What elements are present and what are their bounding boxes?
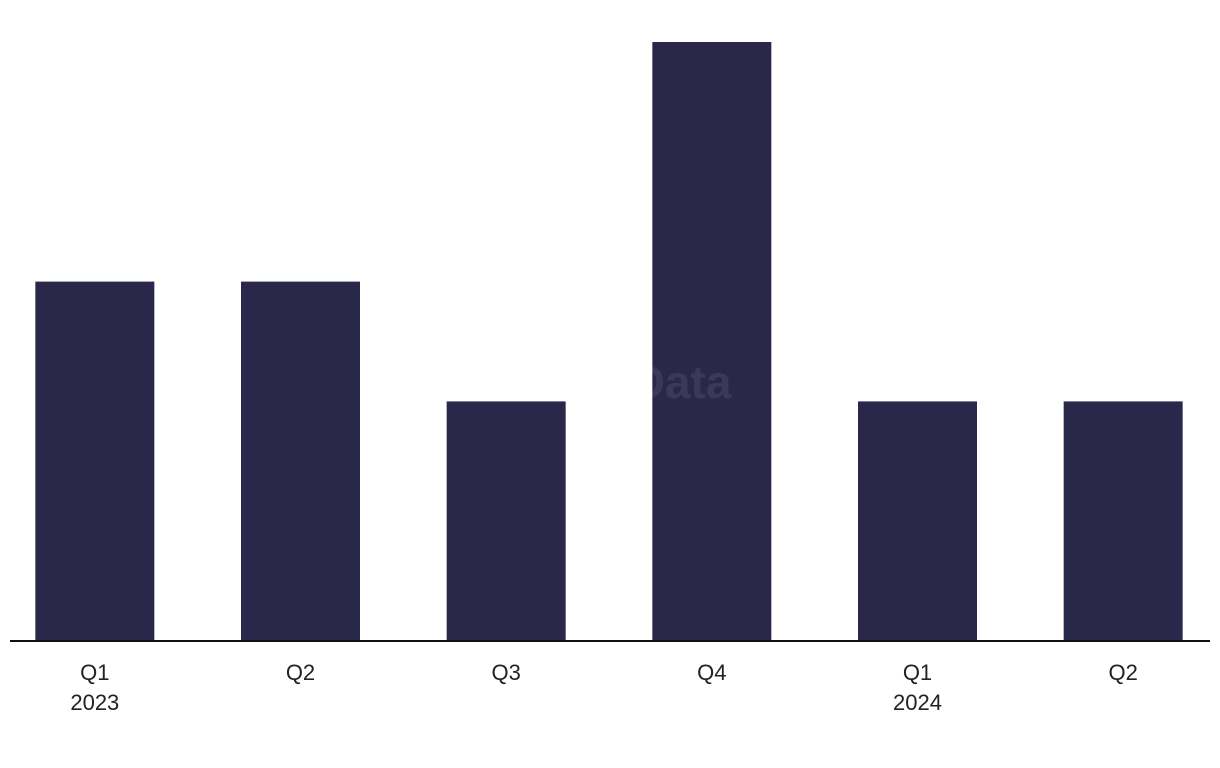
bar bbox=[241, 281, 360, 641]
bar bbox=[652, 42, 772, 641]
x-tick-label: 2023 bbox=[70, 690, 119, 715]
bar bbox=[1063, 401, 1183, 641]
bar bbox=[858, 401, 977, 641]
x-tick-label: Q2 bbox=[1108, 660, 1137, 685]
x-tick-label: Q4 bbox=[697, 660, 726, 685]
x-tick-label: Q2 bbox=[286, 660, 315, 685]
watermark: GlobalData bbox=[489, 356, 732, 408]
x-tick-label: 2024 bbox=[893, 690, 942, 715]
x-tick-label: Q1 bbox=[903, 660, 932, 685]
x-tick-label: Q3 bbox=[491, 660, 520, 685]
x-tick-label: Q1 bbox=[80, 660, 109, 685]
bar bbox=[35, 281, 155, 641]
bar bbox=[446, 401, 566, 641]
